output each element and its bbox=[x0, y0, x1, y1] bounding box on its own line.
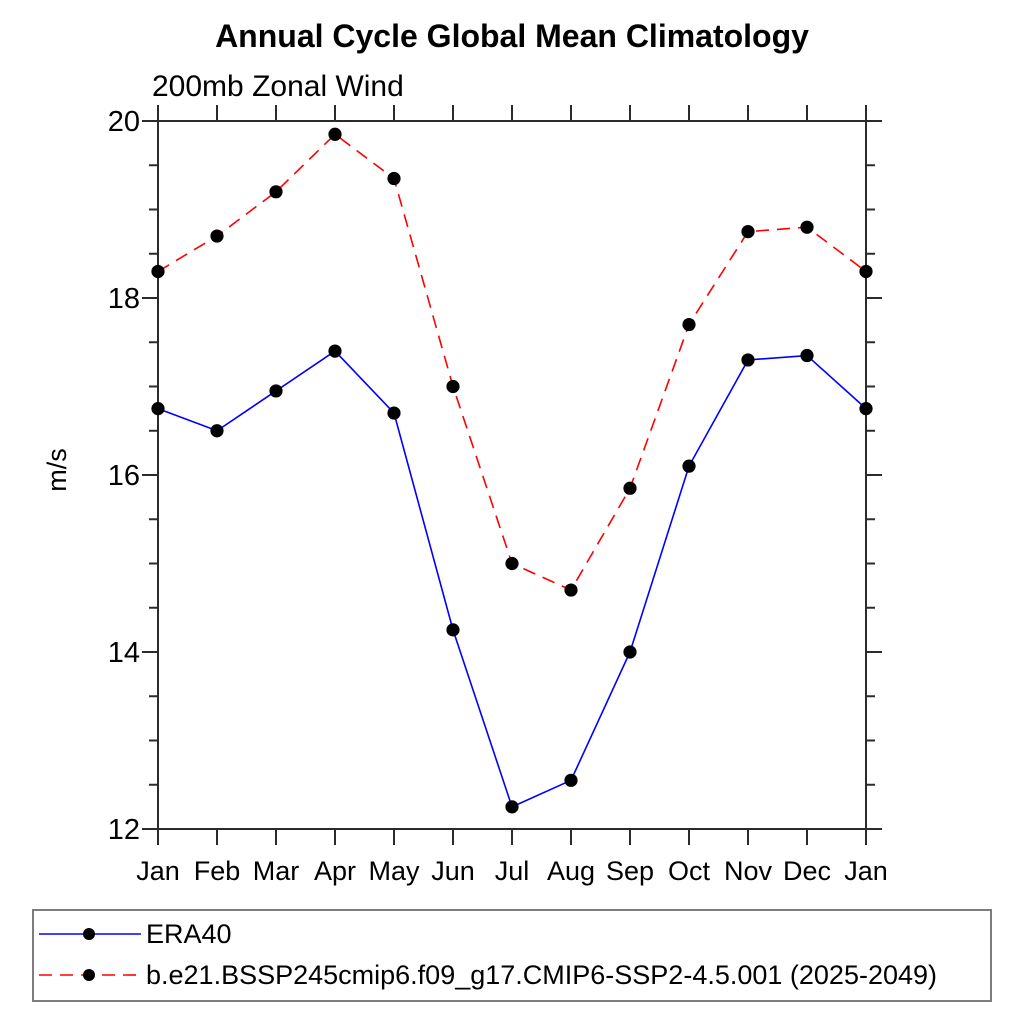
month-label: Apr bbox=[314, 856, 356, 886]
month-label: Sep bbox=[606, 856, 654, 886]
legend-label-model: b.e21.BSSP245cmip6.f09_g17.CMIP6-SSP2-4.… bbox=[146, 959, 938, 990]
data-point-marker bbox=[564, 583, 578, 597]
data-point-marker bbox=[210, 424, 224, 438]
data-point-marker bbox=[151, 402, 165, 416]
legend-box: ERA40 b.e21.BSSP245cmip6.f09_g17.CMIP6-S… bbox=[32, 909, 992, 1002]
month-label: Jul bbox=[495, 856, 530, 886]
legend-marker-sample bbox=[83, 969, 95, 981]
y-axis-tick-label: 20 bbox=[108, 106, 140, 138]
data-point-marker bbox=[859, 402, 873, 416]
data-point-marker bbox=[210, 229, 224, 243]
era40-line-swatch bbox=[39, 928, 141, 940]
month-label: Mar bbox=[253, 856, 300, 886]
chart-subtitle: 200mb Zonal Wind bbox=[152, 70, 404, 103]
data-point-marker bbox=[328, 127, 342, 141]
legend-label-era40: ERA40 bbox=[146, 918, 232, 949]
month-label: Nov bbox=[724, 856, 773, 886]
month-label: Feb bbox=[194, 856, 241, 886]
y-axis-title: m/s bbox=[42, 448, 72, 492]
axis-frame bbox=[157, 120, 867, 830]
y-axis-tick-label: 14 bbox=[108, 637, 140, 669]
y-axis-tick-label: 18 bbox=[108, 283, 140, 315]
series-line-era40 bbox=[157, 350, 867, 808]
series-line-model bbox=[157, 133, 867, 592]
month-label: Jan bbox=[844, 856, 888, 886]
legend-item-era40: ERA40 bbox=[36, 919, 232, 949]
y-axis-tick-label: 12 bbox=[108, 814, 140, 846]
data-point-marker bbox=[505, 800, 519, 814]
y-axis-tick-label: 16 bbox=[108, 460, 140, 492]
month-label: Jun bbox=[431, 856, 475, 886]
month-label: Dec bbox=[783, 856, 831, 886]
data-point-marker bbox=[682, 317, 696, 332]
data-point-marker bbox=[505, 556, 519, 571]
data-point-marker bbox=[387, 406, 401, 420]
data-point-marker bbox=[800, 220, 814, 234]
data-point-marker bbox=[859, 264, 873, 279]
data-point-marker bbox=[387, 171, 401, 186]
chart-title: Annual Cycle Global Mean Climatology bbox=[215, 18, 809, 54]
data-point-marker bbox=[682, 459, 696, 473]
month-label: May bbox=[368, 856, 420, 886]
month-label: Oct bbox=[668, 856, 711, 886]
data-point-marker bbox=[741, 225, 755, 239]
data-point-marker bbox=[623, 645, 637, 659]
data-point-marker bbox=[564, 773, 578, 787]
month-label: Jan bbox=[136, 856, 180, 886]
legend-marker-sample bbox=[83, 928, 95, 940]
month-label: Aug bbox=[547, 856, 595, 886]
data-point-marker bbox=[151, 264, 165, 279]
data-point-marker bbox=[269, 185, 283, 199]
legend-item-model: b.e21.BSSP245cmip6.f09_g17.CMIP6-SSP2-4.… bbox=[36, 960, 937, 990]
data-point-marker bbox=[623, 481, 637, 495]
model-line-swatch bbox=[39, 969, 141, 981]
data-point-marker bbox=[269, 384, 283, 398]
data-point-marker bbox=[800, 348, 814, 363]
data-point-marker bbox=[446, 379, 460, 394]
data-point-marker bbox=[741, 353, 755, 367]
data-point-marker bbox=[446, 623, 460, 637]
data-point-marker bbox=[328, 344, 342, 358]
